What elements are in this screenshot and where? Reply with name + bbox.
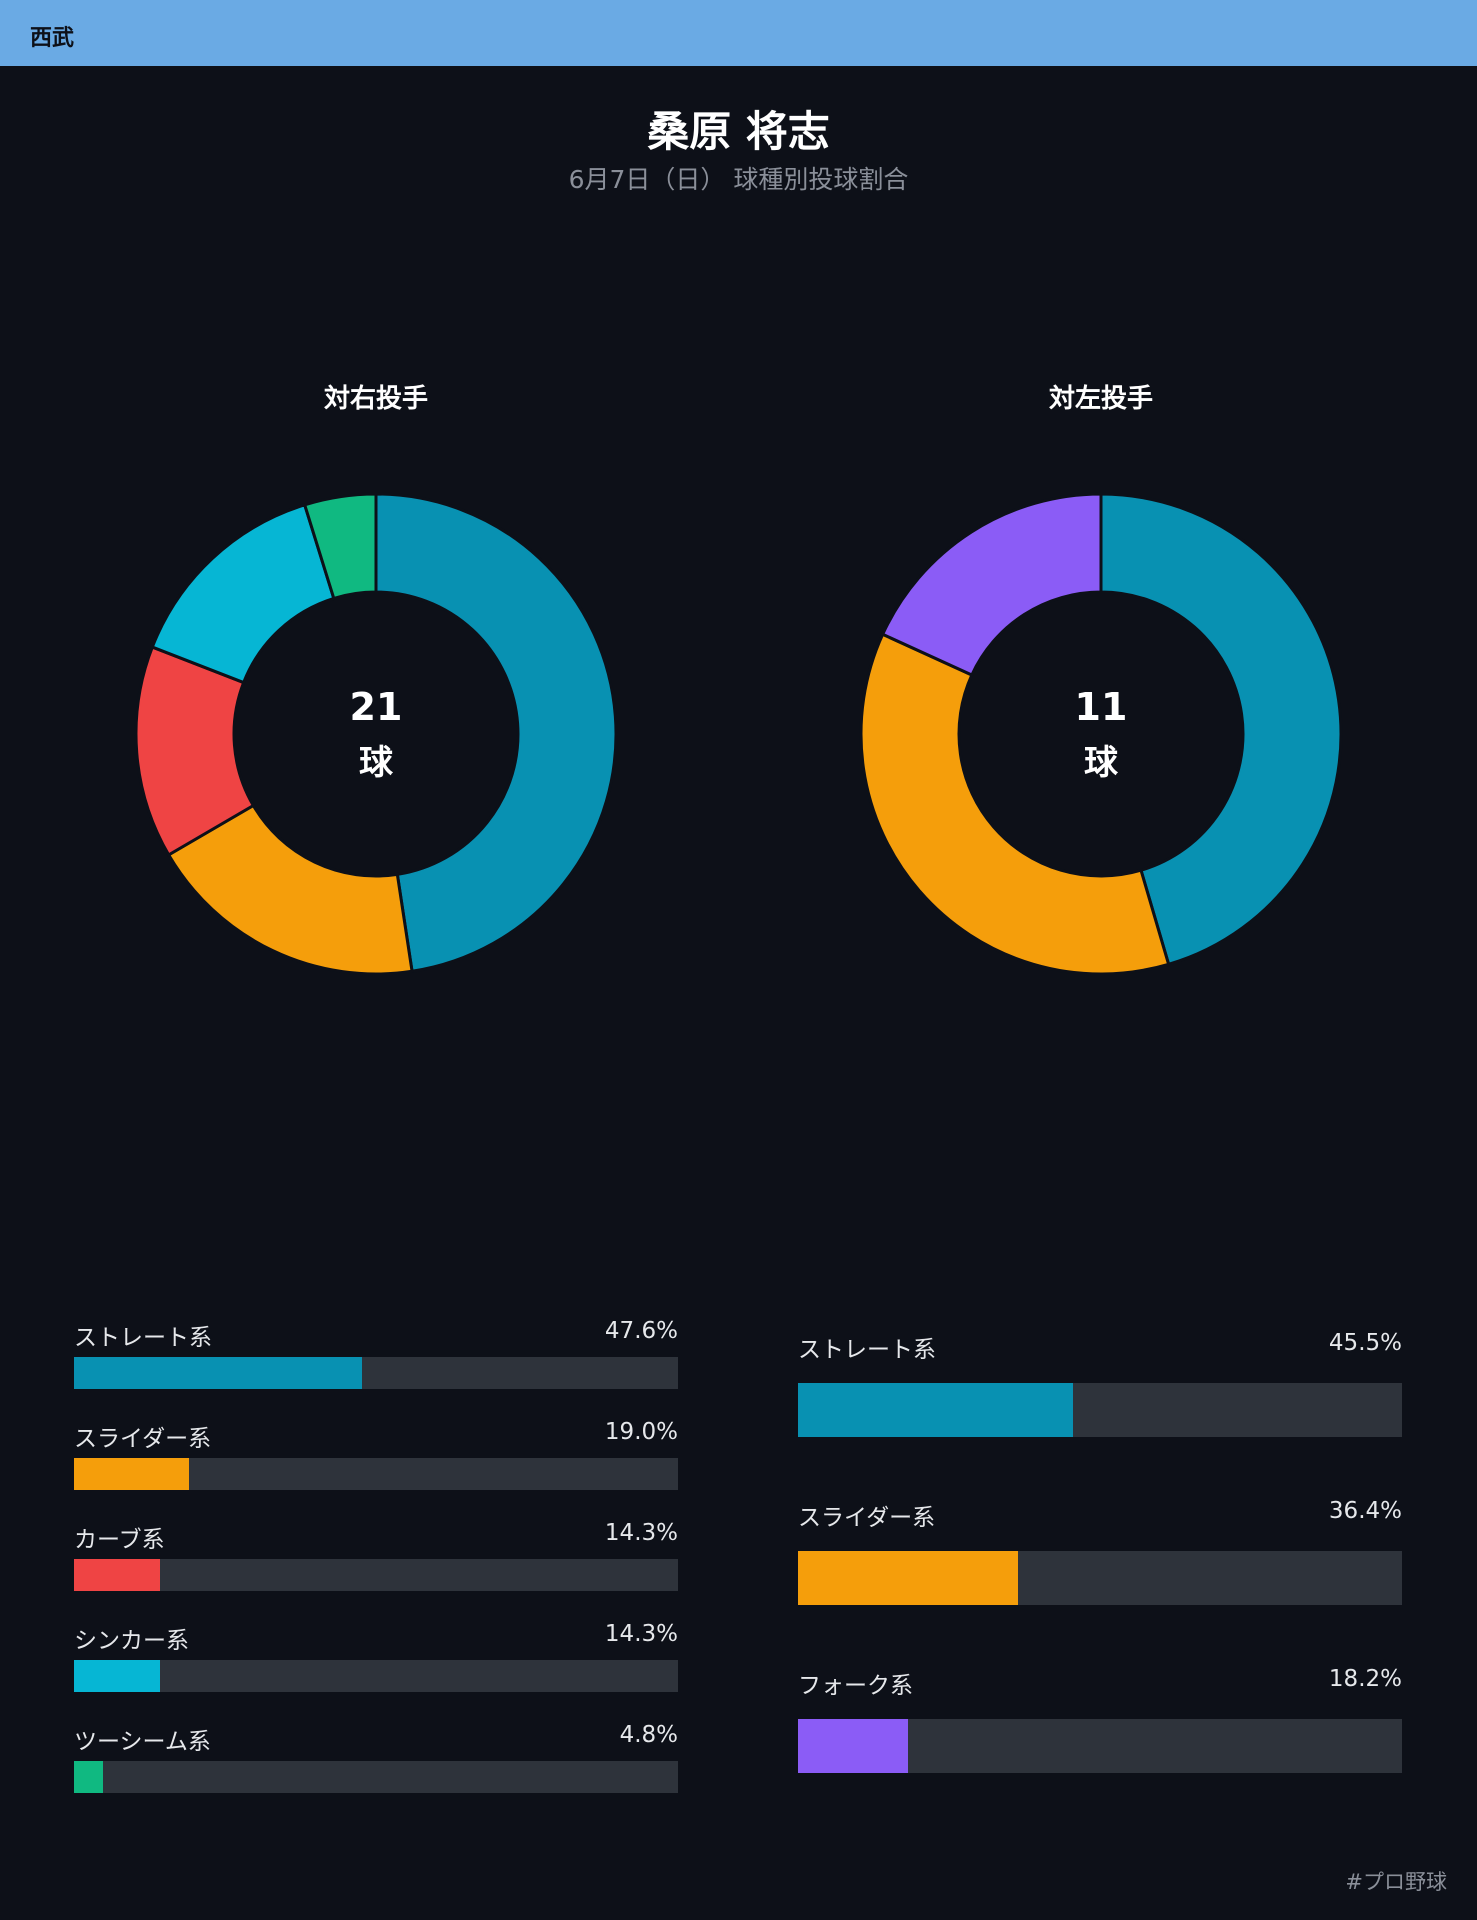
pitch-percentage: 19.0% bbox=[604, 1419, 678, 1445]
bar-fill bbox=[74, 1458, 189, 1490]
pitch-percentage: 14.3% bbox=[604, 1621, 678, 1647]
pitch-percentage: 47.6% bbox=[604, 1318, 678, 1344]
bar-fill bbox=[74, 1357, 362, 1389]
donut-slice-5 bbox=[302, 492, 378, 601]
pitch-type-label: ストレート系 bbox=[74, 1325, 212, 1351]
pitch-type-label: スライダー系 bbox=[74, 1426, 212, 1452]
pitch-bar-row: ストレート系 45.5% bbox=[798, 1330, 1402, 1437]
center-pitch-count: 21 bbox=[350, 685, 403, 729]
donut-chart-vs-left: 11 球 bbox=[859, 492, 1343, 976]
panel-title-vs-left: 対左投手 bbox=[1048, 384, 1153, 414]
center-pitch-unit: 球 bbox=[1084, 743, 1119, 783]
pitch-type-label: スライダー系 bbox=[798, 1505, 936, 1531]
pitch-percentage: 14.3% bbox=[604, 1520, 678, 1546]
donut-chart-vs-right: 21 球 bbox=[134, 492, 618, 976]
pitch-type-label: ストレート系 bbox=[798, 1337, 936, 1363]
pitch-bar-row: ツーシーム系 4.8% bbox=[74, 1722, 678, 1793]
bar-fill bbox=[74, 1660, 161, 1692]
bar-track bbox=[74, 1660, 678, 1692]
pitch-type-label: シンカー系 bbox=[74, 1628, 189, 1654]
chart-subtitle: 6月7日（日） 球種別投球割合 bbox=[568, 165, 909, 194]
team-header-bar: 西武 bbox=[0, 0, 1477, 66]
bar-fill bbox=[798, 1383, 1073, 1437]
donut-slice-1 bbox=[1099, 492, 1343, 967]
bar-track bbox=[798, 1719, 1402, 1773]
bar-track bbox=[798, 1383, 1402, 1437]
center-pitch-unit: 球 bbox=[359, 743, 394, 783]
pitch-bar-row: カーブ系 14.3% bbox=[74, 1520, 678, 1591]
pitch-percentage: 45.5% bbox=[1328, 1330, 1402, 1356]
pitch-bar-row: フォーク系 18.2% bbox=[798, 1666, 1402, 1773]
pitch-percentage: 4.8% bbox=[619, 1722, 678, 1748]
bar-fill bbox=[74, 1559, 161, 1591]
bar-fill bbox=[798, 1719, 908, 1773]
player-name-title: 桑原 将志 bbox=[647, 107, 830, 156]
bar-track bbox=[798, 1551, 1402, 1605]
panel-title-vs-right: 対右投手 bbox=[323, 384, 428, 414]
pitch-percentage: 18.2% bbox=[1328, 1666, 1402, 1692]
hashtag: #プロ野球 bbox=[1345, 1870, 1447, 1894]
donut-slice-4 bbox=[150, 502, 336, 685]
bar-fill bbox=[798, 1551, 1018, 1605]
donut-slice-2 bbox=[859, 632, 1171, 976]
pitch-bar-row: スライダー系 19.0% bbox=[74, 1419, 678, 1490]
pitch-bar-row: スライダー系 36.4% bbox=[798, 1498, 1402, 1605]
pitch-type-label: フォーク系 bbox=[798, 1673, 913, 1699]
donut-slice-3 bbox=[880, 492, 1103, 677]
center-pitch-count: 11 bbox=[1075, 685, 1128, 729]
donut-slice-2 bbox=[166, 803, 414, 976]
pitch-bar-row: シンカー系 14.3% bbox=[74, 1621, 678, 1692]
donut-slice-1 bbox=[374, 492, 618, 973]
pitch-type-label: ツーシーム系 bbox=[74, 1729, 211, 1755]
bar-fill bbox=[74, 1761, 103, 1793]
bar-track bbox=[74, 1357, 678, 1389]
team-name: 西武 bbox=[30, 26, 75, 51]
bar-track bbox=[74, 1559, 678, 1591]
pitch-type-label: カーブ系 bbox=[74, 1527, 165, 1553]
bar-track bbox=[74, 1458, 678, 1490]
pitch-bar-row: ストレート系 47.6% bbox=[74, 1318, 678, 1389]
bar-track bbox=[74, 1761, 678, 1793]
pitch-percentage: 36.4% bbox=[1328, 1498, 1402, 1524]
